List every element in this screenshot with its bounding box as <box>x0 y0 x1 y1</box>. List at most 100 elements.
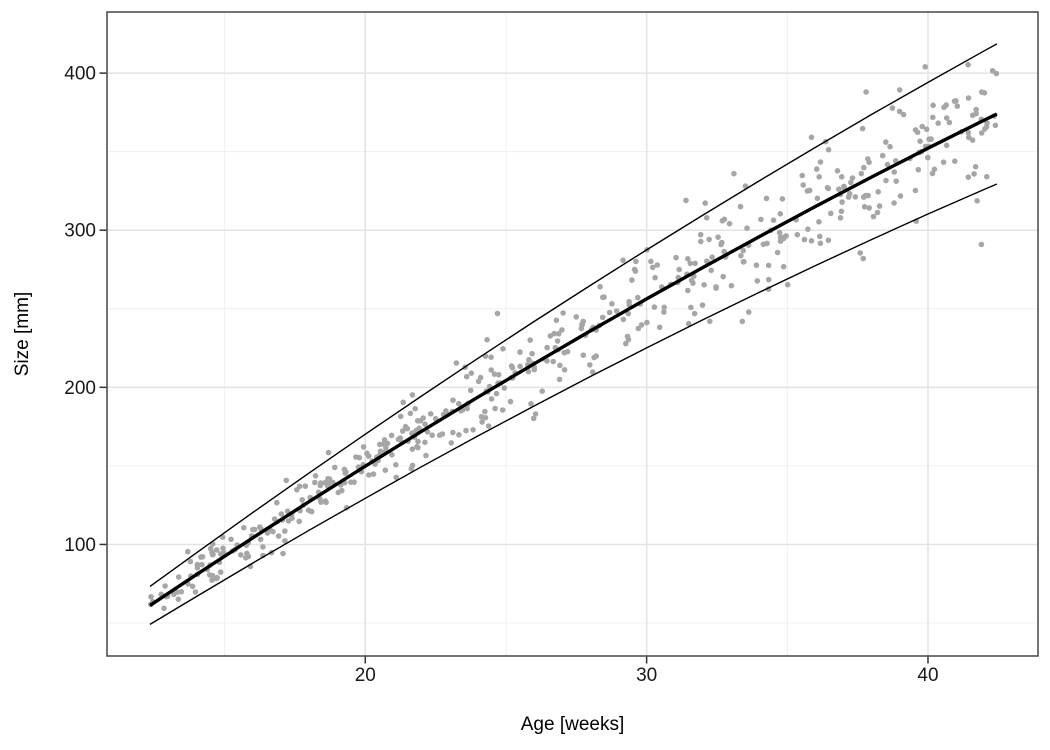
data-point <box>969 137 976 143</box>
upper-limit <box>149 43 998 587</box>
data-point <box>456 432 462 438</box>
data-point <box>852 194 859 200</box>
data-point <box>318 480 324 486</box>
data-point <box>713 285 719 291</box>
data-point <box>450 429 456 436</box>
data-point <box>408 465 415 472</box>
data-point <box>364 450 370 457</box>
data-point <box>838 174 845 180</box>
data-point-outlier <box>922 64 928 70</box>
data-point <box>531 366 538 373</box>
data-point <box>676 266 682 273</box>
data-point <box>981 90 988 96</box>
data-point <box>704 258 710 265</box>
data-point <box>701 282 707 288</box>
data-point <box>708 267 714 274</box>
data-point <box>706 236 712 243</box>
data-point <box>351 479 357 485</box>
data-point <box>187 558 194 565</box>
data-point <box>941 104 947 111</box>
data-point <box>715 234 721 240</box>
data-point <box>874 209 881 216</box>
data-point <box>217 569 224 575</box>
data-point <box>322 498 329 504</box>
data-point <box>591 354 597 361</box>
data-point <box>698 238 704 245</box>
data-point <box>699 302 706 308</box>
data-point <box>467 387 474 394</box>
data-point <box>499 407 506 413</box>
data-point <box>841 183 847 190</box>
data-point <box>764 240 770 247</box>
y-tick-label: 400 <box>64 64 96 85</box>
data-point <box>774 249 781 256</box>
data-point <box>648 258 654 265</box>
data-point <box>923 126 930 132</box>
data-point <box>982 126 988 132</box>
data-point <box>943 142 950 149</box>
data-point <box>813 166 820 172</box>
data-point <box>312 473 319 479</box>
data-point <box>271 516 278 522</box>
data-point <box>530 415 537 422</box>
data-point <box>302 483 309 489</box>
data-point <box>862 192 869 199</box>
data-point <box>848 179 854 186</box>
data-point <box>783 233 789 239</box>
data-point <box>896 87 903 93</box>
data-point <box>816 219 822 225</box>
data-point <box>859 125 866 132</box>
data-point <box>282 528 288 534</box>
data-point <box>238 552 244 558</box>
data-point <box>547 333 554 339</box>
data-point <box>397 413 404 420</box>
data-point <box>720 273 726 280</box>
data-point <box>754 278 761 284</box>
data-point <box>528 401 534 407</box>
data-point <box>816 174 822 180</box>
data-point <box>817 233 823 240</box>
data-point <box>587 362 593 368</box>
data-point <box>656 324 663 331</box>
data-point <box>876 203 883 209</box>
data-point <box>508 363 515 369</box>
data-point <box>861 164 867 171</box>
data-point <box>185 548 191 555</box>
data-point <box>806 187 813 194</box>
data-point <box>721 216 728 223</box>
data-point <box>875 189 881 195</box>
data-point <box>448 440 455 446</box>
data-point <box>189 583 196 590</box>
data-point <box>550 358 556 365</box>
data-point <box>973 106 979 113</box>
data-point <box>845 194 852 200</box>
data-point <box>339 487 345 494</box>
data-point <box>599 314 606 321</box>
data-point <box>940 159 947 165</box>
data-point <box>257 524 263 530</box>
data-point <box>624 333 631 340</box>
data-point <box>649 264 656 271</box>
data-point <box>409 446 416 452</box>
data-point <box>965 95 972 101</box>
data-point <box>488 396 495 402</box>
data-point <box>463 427 469 434</box>
data-point <box>312 479 318 486</box>
data-point <box>709 254 715 260</box>
data-point <box>638 322 645 328</box>
data-point <box>194 565 201 571</box>
data-point <box>527 337 533 343</box>
data-point <box>794 231 801 238</box>
data-point <box>930 114 936 121</box>
data-point <box>917 138 923 144</box>
data-point <box>740 247 746 254</box>
data-point <box>838 208 845 215</box>
data-point <box>579 321 585 328</box>
y-tick-label: 300 <box>64 221 96 242</box>
data-point <box>887 143 893 150</box>
data-point <box>687 260 694 267</box>
data-point <box>858 170 865 177</box>
data-point <box>383 445 389 451</box>
data-point <box>770 217 777 223</box>
